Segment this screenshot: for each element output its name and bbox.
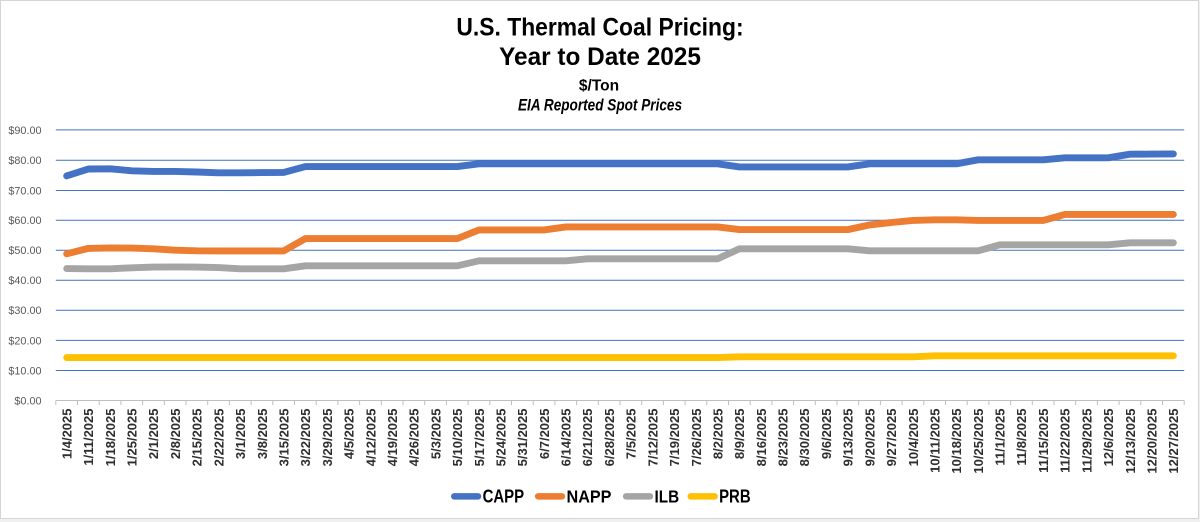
svg-text:9/13/2025: 9/13/2025 — [841, 409, 856, 467]
svg-text:7/5/2025: 7/5/2025 — [624, 409, 639, 460]
svg-text:6/14/2025: 6/14/2025 — [559, 409, 574, 467]
svg-text:8/2/2025: 8/2/2025 — [711, 409, 726, 460]
svg-text:8/23/2025: 8/23/2025 — [776, 409, 791, 467]
svg-text:8/16/2025: 8/16/2025 — [754, 409, 769, 467]
svg-text:3/22/2025: 3/22/2025 — [298, 409, 313, 467]
svg-text:7/26/2025: 7/26/2025 — [689, 409, 704, 467]
svg-text:5/24/2025: 5/24/2025 — [494, 409, 509, 467]
svg-text:$10.00: $10.00 — [8, 365, 41, 377]
svg-text:1/18/2025: 1/18/2025 — [103, 409, 118, 467]
svg-text:CAPP: CAPP — [483, 486, 524, 507]
svg-text:6/7/2025: 6/7/2025 — [537, 409, 552, 460]
svg-text:$40.00: $40.00 — [8, 275, 41, 287]
svg-text:2/22/2025: 2/22/2025 — [211, 409, 226, 467]
svg-text:9/27/2025: 9/27/2025 — [884, 409, 899, 467]
svg-text:PRB: PRB — [719, 486, 751, 507]
svg-text:Year to Date 2025: Year to Date 2025 — [499, 44, 701, 71]
svg-text:$70.00: $70.00 — [8, 185, 41, 197]
svg-text:5/31/2025: 5/31/2025 — [515, 409, 530, 467]
svg-text:2/1/2025: 2/1/2025 — [146, 409, 161, 460]
svg-text:$20.00: $20.00 — [8, 335, 41, 347]
svg-text:1/25/2025: 1/25/2025 — [125, 409, 140, 467]
svg-text:11/8/2025: 11/8/2025 — [1014, 409, 1029, 466]
svg-text:9/20/2025: 9/20/2025 — [862, 409, 877, 467]
svg-text:5/3/2025: 5/3/2025 — [428, 409, 443, 460]
svg-text:$/Ton: $/Ton — [579, 77, 619, 94]
svg-text:1/11/2025: 1/11/2025 — [81, 409, 96, 466]
svg-text:3/8/2025: 3/8/2025 — [255, 409, 270, 460]
svg-text:7/19/2025: 7/19/2025 — [667, 409, 682, 467]
svg-text:12/20/2025: 12/20/2025 — [1145, 409, 1160, 474]
svg-text:10/18/2025: 10/18/2025 — [949, 409, 964, 474]
svg-text:4/19/2025: 4/19/2025 — [385, 409, 400, 467]
svg-text:8/9/2025: 8/9/2025 — [732, 409, 747, 460]
svg-text:12/13/2025: 12/13/2025 — [1123, 409, 1138, 474]
svg-text:2/15/2025: 2/15/2025 — [190, 409, 205, 467]
svg-text:10/25/2025: 10/25/2025 — [971, 409, 986, 474]
svg-text:3/15/2025: 3/15/2025 — [277, 409, 292, 467]
svg-text:1/4/2025: 1/4/2025 — [60, 409, 75, 460]
svg-text:NAPP: NAPP — [567, 487, 612, 507]
svg-text:ILB: ILB — [655, 486, 680, 506]
svg-text:6/28/2025: 6/28/2025 — [602, 409, 617, 467]
svg-text:6/21/2025: 6/21/2025 — [580, 409, 595, 467]
svg-text:12/6/2025: 12/6/2025 — [1101, 409, 1116, 467]
svg-text:4/12/2025: 4/12/2025 — [363, 409, 378, 467]
svg-text:11/29/2025: 11/29/2025 — [1079, 409, 1094, 473]
svg-text:8/30/2025: 8/30/2025 — [797, 409, 812, 467]
svg-text:4/26/2025: 4/26/2025 — [407, 409, 422, 467]
svg-text:5/10/2025: 5/10/2025 — [450, 409, 465, 467]
svg-text:$90.00: $90.00 — [8, 125, 41, 137]
svg-text:U.S. Thermal Coal Pricing:: U.S. Thermal Coal Pricing: — [456, 13, 743, 41]
svg-text:10/11/2025: 10/11/2025 — [928, 409, 943, 473]
svg-text:3/29/2025: 3/29/2025 — [320, 409, 335, 467]
svg-text:2/8/2025: 2/8/2025 — [168, 409, 183, 460]
svg-text:11/1/2025: 11/1/2025 — [993, 409, 1008, 466]
svg-text:5/17/2025: 5/17/2025 — [472, 409, 487, 467]
svg-text:$80.00: $80.00 — [8, 155, 41, 167]
svg-text:$30.00: $30.00 — [8, 305, 41, 317]
svg-text:9/6/2025: 9/6/2025 — [819, 409, 834, 460]
svg-text:12/27/2025: 12/27/2025 — [1166, 409, 1181, 474]
svg-text:3/1/2025: 3/1/2025 — [233, 409, 248, 460]
svg-text:$50.00: $50.00 — [8, 245, 41, 257]
svg-text:$0.00: $0.00 — [14, 395, 41, 407]
svg-text:11/22/2025: 11/22/2025 — [1058, 409, 1073, 473]
svg-text:EIA Reported Spot Prices: EIA Reported Spot Prices — [518, 96, 682, 115]
svg-text:$60.00: $60.00 — [8, 215, 41, 227]
svg-text:11/15/2025: 11/15/2025 — [1036, 409, 1051, 473]
svg-text:7/12/2025: 7/12/2025 — [645, 409, 660, 467]
svg-text:4/5/2025: 4/5/2025 — [342, 409, 357, 460]
svg-text:10/4/2025: 10/4/2025 — [906, 409, 921, 467]
